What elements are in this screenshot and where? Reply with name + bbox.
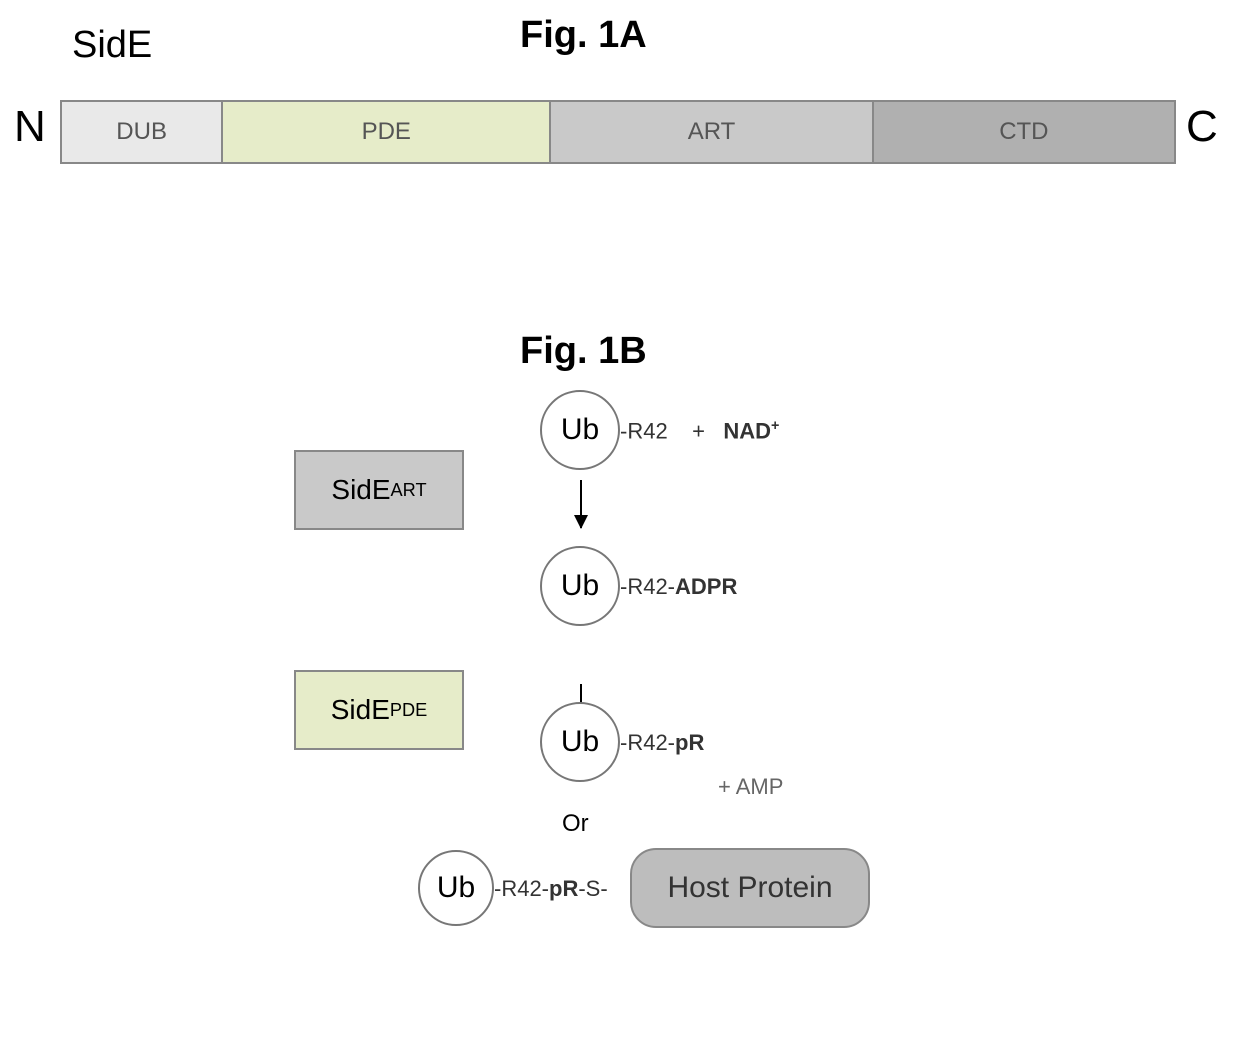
side-art-sup: ART xyxy=(391,480,427,501)
domain-seg-art: ART xyxy=(551,102,873,162)
ub-label-4: Ub xyxy=(437,871,475,905)
host-protein-label: Host Protein xyxy=(667,871,832,905)
domain-seg-ctd: CTD xyxy=(874,102,1174,162)
ub-label: Ub xyxy=(561,413,599,447)
nad-label: NAD xyxy=(723,418,771,443)
domain-bar: DUBPDEARTCTD xyxy=(60,100,1176,164)
fig1a-title: Fig. 1A xyxy=(520,14,647,57)
arrow-1 xyxy=(580,480,582,528)
adpr-label: ADPR xyxy=(675,574,737,599)
domain-seg-pde: PDE xyxy=(223,102,551,162)
rxn-step3: -R42-pR xyxy=(620,730,704,756)
plus-1: + xyxy=(692,418,705,443)
domain-seg-dub: DUB xyxy=(62,102,223,162)
ub-circle-4: Ub xyxy=(418,850,494,926)
pr-label-1: pR xyxy=(675,730,704,755)
r42-3: -R42- xyxy=(620,730,675,755)
c-terminus-label: C xyxy=(1186,102,1218,152)
side-pde-sup: PDE xyxy=(390,700,427,721)
ub-label-2: Ub xyxy=(561,569,599,603)
nad-plus: + xyxy=(771,418,779,434)
ub-circle-3: Ub xyxy=(540,702,620,782)
n-terminus-label: N xyxy=(14,102,46,152)
side-art-prefix: SidE xyxy=(331,474,390,506)
fig1b-title: Fig. 1B xyxy=(520,330,647,373)
plus-amp: + AMP xyxy=(718,774,783,800)
r42-2: -R42- xyxy=(620,574,675,599)
side-art-box: SidEART xyxy=(294,450,464,530)
ub-circle-1: Ub xyxy=(540,390,620,470)
r42-1: -R42 xyxy=(620,418,668,443)
host-protein-box: Host Protein xyxy=(630,848,870,928)
protein-label: SidE xyxy=(72,24,152,67)
rxn-step2: -R42-ADPR xyxy=(620,574,737,600)
rxn-step1: -R42 + NAD+ xyxy=(620,418,779,444)
rxn-step4: -R42-pR-S- xyxy=(494,876,608,902)
or-label: Or xyxy=(562,810,589,838)
r42-4: -R42- xyxy=(494,876,549,901)
ub-label-3: Ub xyxy=(561,725,599,759)
side-pde-box: SidEPDE xyxy=(294,670,464,750)
side-pde-prefix: SidE xyxy=(331,694,390,726)
ub-circle-2: Ub xyxy=(540,546,620,626)
s-link: -S- xyxy=(578,876,607,901)
pr-label-2: pR xyxy=(549,876,578,901)
